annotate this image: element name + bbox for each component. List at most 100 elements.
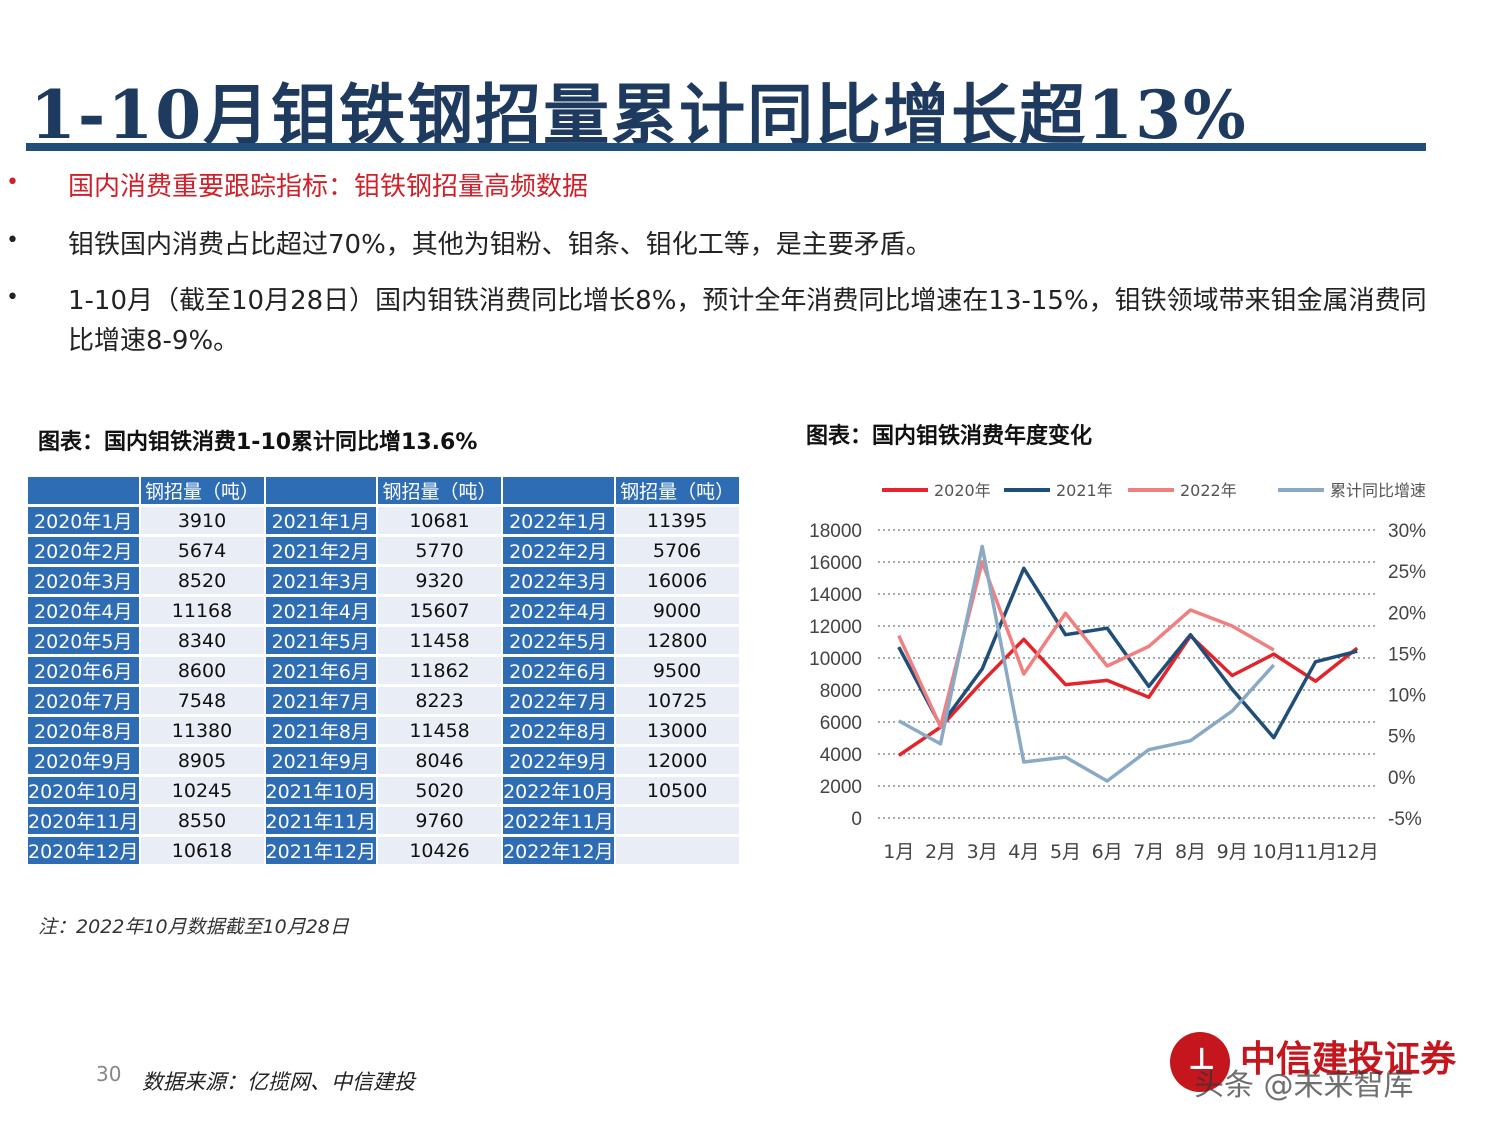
x-tick-label: 11月: [1294, 841, 1337, 863]
value-cell: 10681: [378, 507, 502, 534]
value-cell: 5020: [378, 777, 502, 804]
value-cell: 9320: [378, 567, 502, 594]
value-cell: 8550: [140, 807, 264, 834]
y-left-tick-label: 8000: [820, 681, 862, 702]
month-cell: 2020年4月: [28, 597, 139, 624]
month-cell: 2021年10月: [265, 777, 377, 804]
y-left-tick-label: 16000: [809, 553, 862, 574]
value-cell: 11395: [615, 507, 739, 534]
data-source: 数据来源：亿揽网、中信建投: [142, 1070, 415, 1094]
page-number: 30: [96, 1062, 122, 1086]
month-cell: 2020年9月: [28, 747, 139, 774]
month-cell: 2020年12月: [28, 837, 139, 864]
value-cell: 13000: [615, 717, 739, 744]
x-tick-label: 7月: [1133, 841, 1164, 863]
value-cell: [615, 807, 739, 834]
value-cell: 3910: [140, 507, 264, 534]
header-value-cell: 钢招量（吨）: [140, 477, 264, 504]
value-cell: 9000: [615, 597, 739, 624]
value-cell: 5674: [140, 537, 264, 564]
y-right-tick-label: 0%: [1388, 768, 1416, 789]
bullet-mark: •: [6, 170, 19, 195]
value-cell: 10500: [615, 777, 739, 804]
y-right-tick-label: 25%: [1388, 562, 1426, 583]
value-cell: 10725: [615, 687, 739, 714]
month-cell: 2021年8月: [265, 717, 377, 744]
value-cell: 11458: [378, 627, 502, 654]
month-cell: 2020年11月: [28, 807, 139, 834]
legend-label: 2021年: [1056, 481, 1113, 500]
table-row: 2020年5月 8340 2021年5月 11458 2022年5月 12800: [28, 627, 739, 654]
page-title: 1-10月钼铁钢招量累计同比增长超13%: [30, 76, 1248, 154]
watermark: 头条 @未来智库: [1194, 1068, 1414, 1103]
table-row: 2020年3月 8520 2021年3月 9320 2022年3月 16006: [28, 567, 739, 594]
x-tick-label: 6月: [1092, 841, 1123, 863]
y-right-tick-label: 15%: [1388, 644, 1426, 665]
y-right-tick-label: -5%: [1388, 809, 1422, 830]
month-cell: 2022年8月: [503, 717, 614, 744]
value-cell: 10618: [140, 837, 264, 864]
value-cell: 7548: [140, 687, 264, 714]
value-cell: 11380: [140, 717, 264, 744]
month-cell: 2022年9月: [503, 747, 614, 774]
table-row: 2020年11月 8550 2021年11月 9760 2022年11月: [28, 807, 739, 834]
company-logo: ⊥ 中信建投证券 头条 @未来智库: [1170, 1030, 1470, 1103]
value-cell: 8905: [140, 747, 264, 774]
series-line-2020年: [897, 634, 1359, 757]
y-left-tick-label: 14000: [809, 585, 862, 606]
legend-label: 2022年: [1180, 481, 1237, 500]
header-value-cell: 钢招量（吨）: [378, 477, 502, 504]
table-row: 2020年2月 5674 2021年2月 5770 2022年2月 5706: [28, 537, 739, 564]
value-cell: [615, 837, 739, 864]
month-cell: 2020年10月: [28, 777, 139, 804]
month-cell: 2021年4月: [265, 597, 377, 624]
table-header-row: 钢招量（吨） 钢招量（吨） 钢招量（吨）: [28, 477, 739, 504]
value-cell: 8340: [140, 627, 264, 654]
header-month-cell: [28, 477, 139, 504]
table-note: 注：2022年10月数据截至10月28日: [38, 916, 349, 938]
month-cell: 2022年12月: [503, 837, 614, 864]
bullet-text: 钼铁国内消费占比超过70%，其他为钼粉、钼条、钼化工等，是主要矛盾。: [68, 230, 932, 260]
month-cell: 2021年1月: [265, 507, 377, 534]
value-cell: 12800: [615, 627, 739, 654]
month-cell: 2022年10月: [503, 777, 614, 804]
month-cell: 2020年7月: [28, 687, 139, 714]
month-cell: 2022年11月: [503, 807, 614, 834]
month-cell: 2021年12月: [265, 837, 377, 864]
value-cell: 9760: [378, 807, 502, 834]
title-underline: [26, 143, 1426, 151]
y-right-tick-label: 30%: [1388, 521, 1426, 542]
legend-label: 2020年: [934, 481, 991, 500]
y-right-tick-label: 10%: [1388, 686, 1426, 707]
chart-caption: 图表：国内钼铁消费年度变化: [806, 424, 1093, 449]
logo-name: 中信建投证券: [1240, 1038, 1457, 1080]
header-month-cell: [503, 477, 614, 504]
month-cell: 2022年7月: [503, 687, 614, 714]
series-line-累计同比增速: [897, 544, 1276, 783]
month-cell: 2020年1月: [28, 507, 139, 534]
table-row: 2020年10月 10245 2021年10月 5020 2022年10月 10500: [28, 777, 739, 804]
table-row: 2020年7月 7548 2021年7月 8223 2022年7月 10725: [28, 687, 739, 714]
month-cell: 2021年2月: [265, 537, 377, 564]
value-cell: 12000: [615, 747, 739, 774]
bullet-text: 1-10月（截至10月28日）国内钼铁消费同比增长8%，预计全年消费同比增速在1…: [68, 286, 1427, 356]
value-cell: 10245: [140, 777, 264, 804]
value-cell: 5770: [378, 537, 502, 564]
value-cell: 8600: [140, 657, 264, 684]
y-left-tick-label: 12000: [809, 617, 862, 638]
y-left-tick-label: 2000: [820, 777, 862, 798]
table-row: 2020年12月 10618 2021年12月 10426 2022年12月: [28, 837, 739, 864]
x-tick-label: 9月: [1217, 841, 1248, 863]
month-cell: 2020年3月: [28, 567, 139, 594]
value-cell: 11168: [140, 597, 264, 624]
table-row: 2020年1月 3910 2021年1月 10681 2022年1月 11395: [28, 507, 739, 534]
value-cell: 8520: [140, 567, 264, 594]
value-cell: 8046: [378, 747, 502, 774]
bullet-mark: •: [6, 228, 19, 253]
table-row: 2020年6月 8600 2021年6月 11862 2022年6月 9500: [28, 657, 739, 684]
x-tick-label: 4月: [1008, 841, 1039, 863]
x-tick-label: 12月: [1336, 841, 1379, 863]
y-left-tick-label: 4000: [820, 745, 862, 766]
month-cell: 2020年6月: [28, 657, 139, 684]
bullet-text: 国内消费重要跟踪指标：钼铁钢招量高频数据: [68, 172, 589, 202]
